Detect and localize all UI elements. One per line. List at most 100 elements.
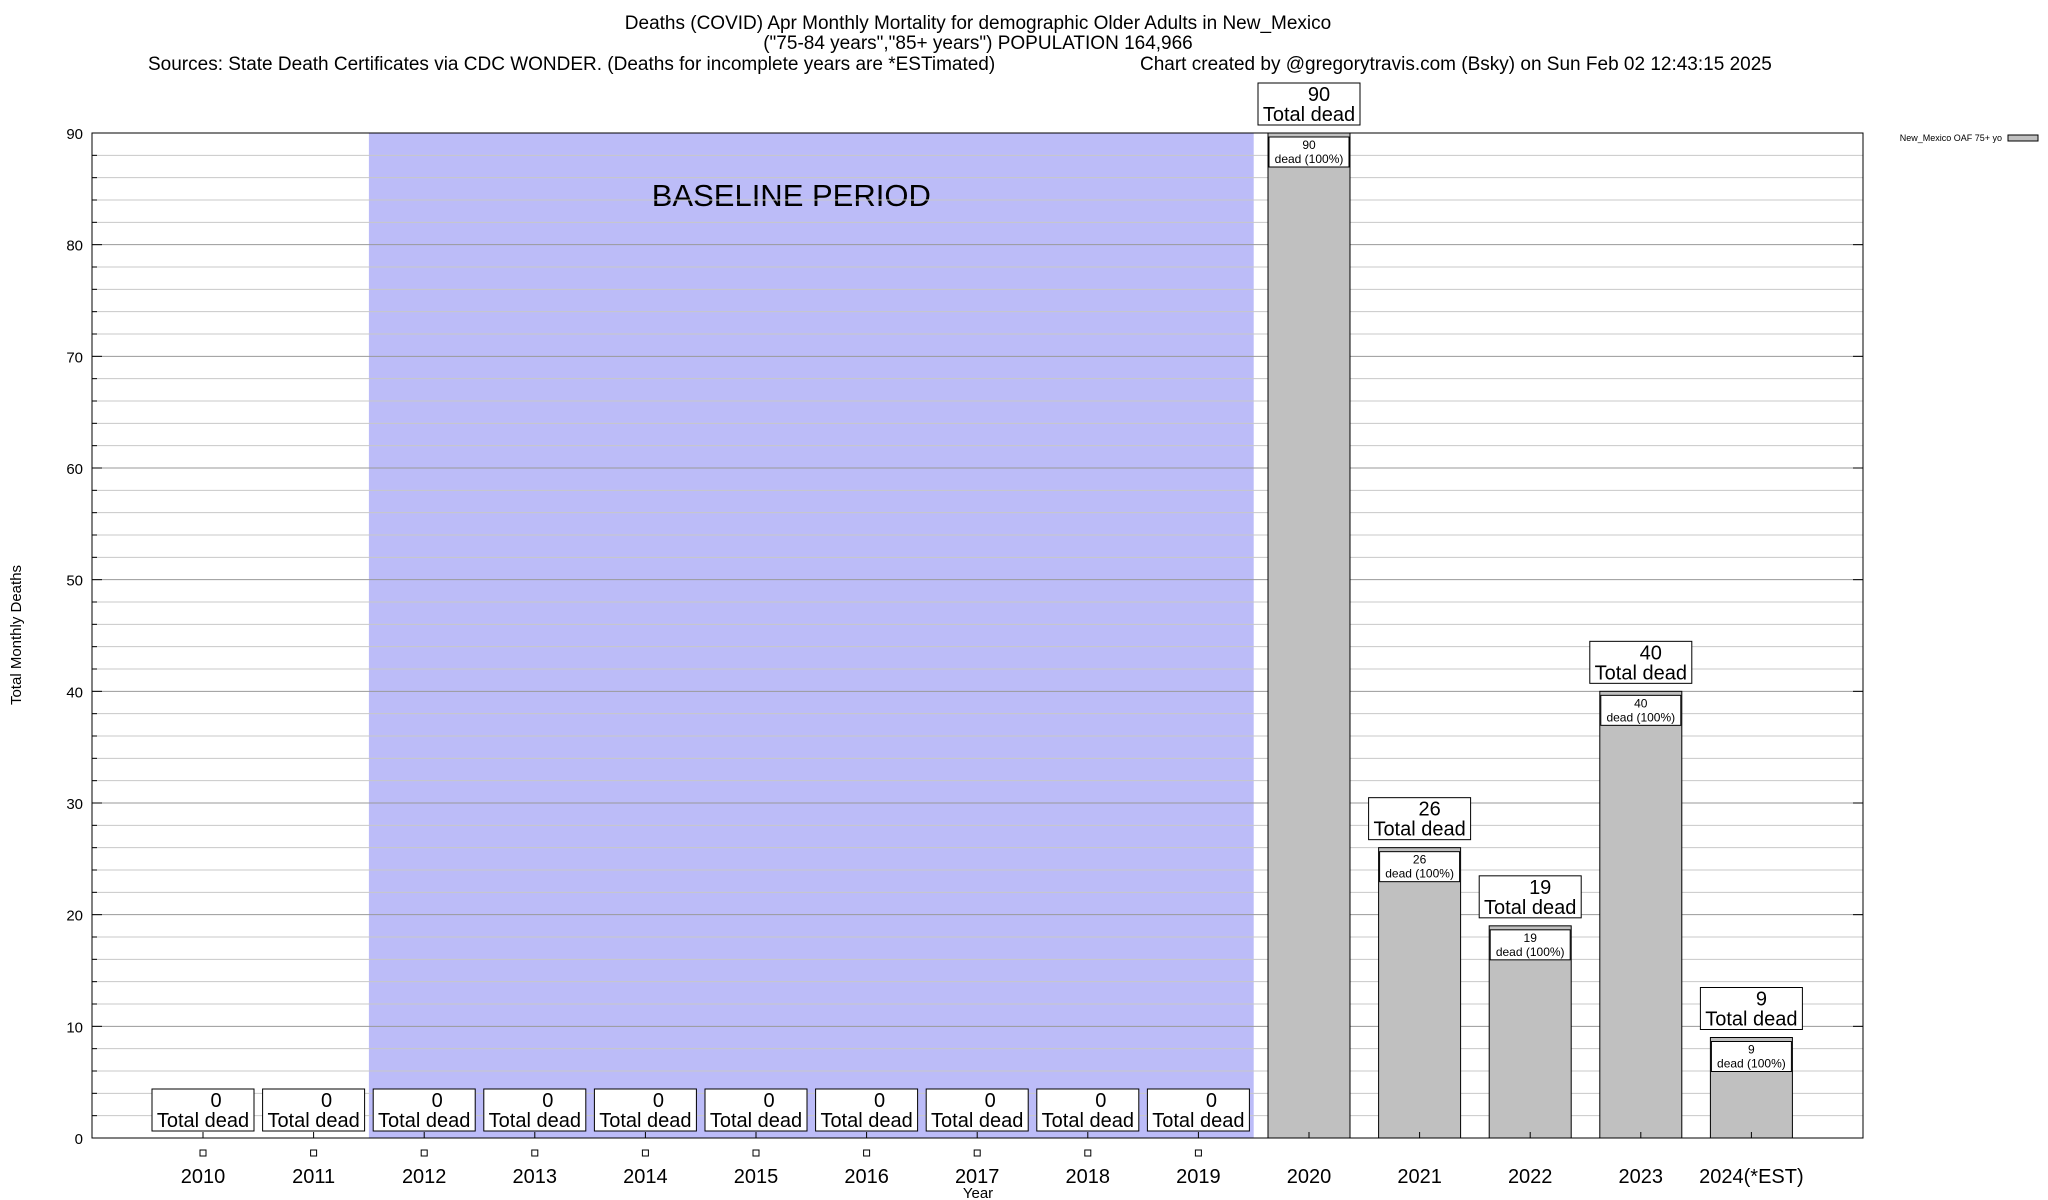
total-label-value: 9	[1756, 989, 1767, 1011]
x-tick-label: 2013	[513, 1166, 558, 1188]
total-label-box	[262, 1088, 366, 1132]
total-label-value: 0	[432, 1090, 443, 1112]
zero-bar-marker	[752, 1149, 760, 1157]
x-tick-label: 2011	[292, 1166, 335, 1188]
total-label-text: Total dead	[1042, 1110, 1134, 1132]
inner-label-text: dead (100%)	[1606, 710, 1675, 724]
total-label-value: 0	[763, 1090, 774, 1112]
total-label-box	[1368, 797, 1472, 841]
y-tick-label: 20	[66, 908, 83, 925]
total-label-value: 26	[1418, 799, 1440, 821]
total-label-text: Total dead	[489, 1110, 581, 1132]
total-label-text: Total dead	[267, 1110, 359, 1132]
total-label-text: Total dead	[931, 1110, 1023, 1132]
zero-bar-marker	[310, 1149, 318, 1157]
inner-label-text: dead (100%)	[1385, 867, 1454, 881]
total-label-value: 0	[985, 1090, 996, 1112]
chart-title-block: Deaths (COVID) Apr Monthly Mortality for…	[0, 14, 1956, 54]
y-tick-label: 30	[66, 796, 83, 813]
zero-bar-marker	[973, 1149, 981, 1157]
inner-label-text: dead (100%)	[1717, 1057, 1786, 1071]
total-label-value: 0	[653, 1090, 664, 1112]
chart-source-row: Sources: State Death Certificates via CD…	[0, 54, 2048, 76]
zero-bar-marker	[641, 1149, 649, 1157]
y-tick-label: 0	[75, 1131, 83, 1148]
total-label-box	[593, 1088, 697, 1132]
zero-bar-marker	[1194, 1149, 1202, 1157]
total-label-box	[1146, 1088, 1250, 1132]
total-label-box	[704, 1088, 808, 1132]
x-tick-label: 2021	[1397, 1166, 1442, 1188]
inner-label-value: 40	[1634, 696, 1648, 710]
inner-label-value: 19	[1524, 931, 1538, 945]
zero-bar-marker	[199, 1149, 207, 1157]
x-tick-label: 2023	[1619, 1166, 1664, 1188]
chart-title: Deaths (COVID) Apr Monthly Mortality for…	[624, 13, 1332, 34]
y-tick-label: 70	[66, 349, 83, 366]
zero-bar-marker	[531, 1149, 539, 1157]
x-tick-label: 2019	[1176, 1166, 1221, 1188]
total-label-value: 0	[321, 1090, 332, 1112]
chart-sources: Sources: State Death Certificates via CD…	[148, 54, 996, 75]
bar	[1599, 690, 1683, 1139]
bar	[1378, 847, 1462, 1139]
total-label-value: 0	[210, 1090, 221, 1112]
y-tick-label: 80	[66, 238, 83, 255]
total-label-box	[925, 1088, 1029, 1132]
inner-label-value: 9	[1748, 1043, 1755, 1057]
total-label-value: 40	[1640, 642, 1662, 664]
total-label-box	[372, 1088, 476, 1132]
total-label-value: 0	[874, 1090, 885, 1112]
total-label-box	[483, 1088, 587, 1132]
total-label-text: Total dead	[1263, 104, 1355, 126]
zero-bar-marker	[863, 1149, 871, 1157]
total-label-value: 19	[1529, 877, 1551, 899]
y-tick-label: 60	[66, 461, 83, 478]
total-label-value: 0	[542, 1090, 553, 1112]
x-tick-label: 2015	[734, 1166, 779, 1188]
chart-subtitle: ("75-84 years","85+ years") POPULATION 1…	[763, 33, 1193, 54]
total-label-box	[1036, 1088, 1140, 1132]
x-tick-label: 2012	[402, 1166, 447, 1188]
x-tick-label: 2022	[1508, 1166, 1553, 1188]
inner-label-box	[1379, 851, 1461, 883]
legend-label: New_Mexico OAF 75+ yo	[1900, 133, 2002, 143]
x-tick-label: 2020	[1287, 1166, 1332, 1188]
total-label-text: Total dead	[820, 1110, 912, 1132]
total-label-box	[1699, 987, 1803, 1030]
inner-label-text: dead (100%)	[1275, 152, 1344, 166]
total-label-text: Total dead	[1484, 897, 1576, 919]
zero-bar-marker	[1084, 1149, 1092, 1157]
y-axis-label: Total Monthly Deaths	[8, 565, 25, 705]
x-tick-label: 2014	[623, 1166, 668, 1188]
total-label-box	[1589, 640, 1693, 684]
x-tick-label: 2010	[181, 1166, 226, 1188]
total-label-text: Total dead	[710, 1110, 802, 1132]
total-label-text: Total dead	[1705, 1009, 1797, 1031]
total-label-box	[151, 1088, 255, 1132]
total-label-value: 0	[1095, 1090, 1106, 1112]
total-label-box	[1257, 82, 1361, 126]
bar	[1267, 132, 1351, 1139]
inner-label-box	[1489, 929, 1571, 961]
total-label-value: 90	[1308, 84, 1330, 106]
total-label-text: Total dead	[1373, 819, 1465, 841]
baseline-period-band	[368, 133, 1254, 1138]
x-tick-label: 2018	[1066, 1166, 1111, 1188]
total-label-text: Total dead	[599, 1110, 691, 1132]
legend-swatch	[2007, 134, 2039, 142]
total-label-text: Total dead	[378, 1110, 470, 1132]
total-label-text: Total dead	[157, 1110, 249, 1132]
total-label-text: Total dead	[1152, 1110, 1244, 1132]
total-label-box	[815, 1088, 919, 1132]
inner-label-box	[1710, 1041, 1792, 1072]
plot-frame	[91, 132, 1864, 1139]
x-axis-label: Year	[963, 1185, 993, 1200]
inner-label-box	[1268, 136, 1350, 168]
bar	[1488, 925, 1572, 1139]
inner-label-box	[1600, 694, 1682, 726]
inner-label-text: dead (100%)	[1496, 945, 1565, 959]
total-label-box	[1478, 875, 1582, 919]
x-tick-label: 2016	[844, 1166, 889, 1188]
